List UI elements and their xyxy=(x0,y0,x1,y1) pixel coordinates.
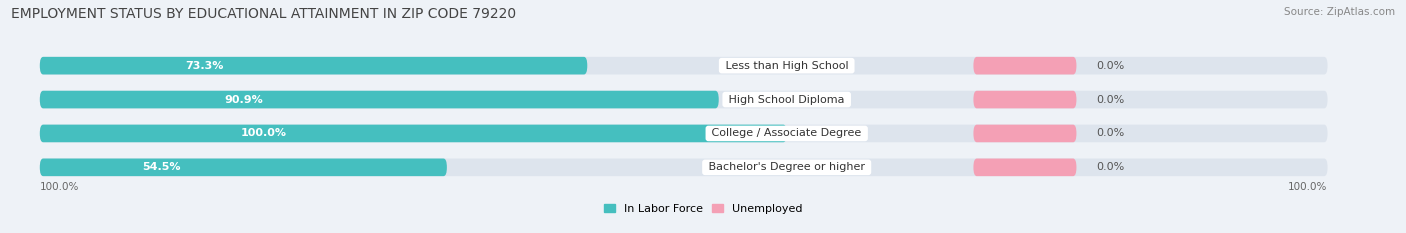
FancyBboxPatch shape xyxy=(39,158,1327,176)
FancyBboxPatch shape xyxy=(39,125,787,142)
FancyBboxPatch shape xyxy=(39,57,1327,75)
Text: 100.0%: 100.0% xyxy=(39,182,79,192)
Text: 54.5%: 54.5% xyxy=(142,162,181,172)
Text: Less than High School: Less than High School xyxy=(721,61,852,71)
Text: 90.9%: 90.9% xyxy=(224,95,263,105)
FancyBboxPatch shape xyxy=(39,57,588,75)
Text: 0.0%: 0.0% xyxy=(1095,61,1123,71)
Text: EMPLOYMENT STATUS BY EDUCATIONAL ATTAINMENT IN ZIP CODE 79220: EMPLOYMENT STATUS BY EDUCATIONAL ATTAINM… xyxy=(11,7,516,21)
Legend: In Labor Force, Unemployed: In Labor Force, Unemployed xyxy=(599,199,807,218)
FancyBboxPatch shape xyxy=(39,91,1327,108)
Text: 73.3%: 73.3% xyxy=(184,61,224,71)
FancyBboxPatch shape xyxy=(973,158,1077,176)
FancyBboxPatch shape xyxy=(973,57,1077,75)
Text: 0.0%: 0.0% xyxy=(1095,95,1123,105)
FancyBboxPatch shape xyxy=(39,125,1327,142)
Text: Source: ZipAtlas.com: Source: ZipAtlas.com xyxy=(1284,7,1395,17)
FancyBboxPatch shape xyxy=(973,91,1077,108)
Text: 100.0%: 100.0% xyxy=(1288,182,1327,192)
Text: 0.0%: 0.0% xyxy=(1095,128,1123,138)
FancyBboxPatch shape xyxy=(39,91,718,108)
Text: 0.0%: 0.0% xyxy=(1095,162,1123,172)
FancyBboxPatch shape xyxy=(973,125,1077,142)
Text: High School Diploma: High School Diploma xyxy=(725,95,848,105)
FancyBboxPatch shape xyxy=(39,158,447,176)
Text: Bachelor's Degree or higher: Bachelor's Degree or higher xyxy=(704,162,869,172)
Text: 100.0%: 100.0% xyxy=(240,128,287,138)
Text: College / Associate Degree: College / Associate Degree xyxy=(709,128,865,138)
